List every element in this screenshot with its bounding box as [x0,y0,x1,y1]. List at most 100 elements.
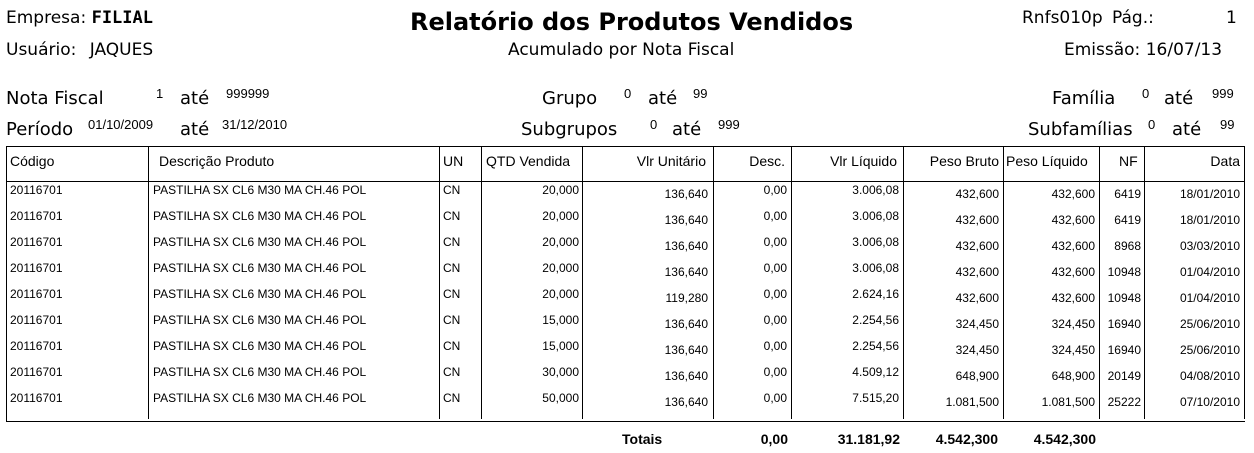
grupo-label: Grupo [542,88,598,109]
grupo-ate: até [648,88,678,109]
cell-desc: 0,00 [763,235,787,249]
cell-vlr-unitario: 119,280 [665,291,709,305]
cell-un: CN [443,261,461,275]
cell-nf: 16940 [1107,317,1141,331]
cell-peso-bruto: 432,600 [955,213,999,227]
cell-nf: 16940 [1107,343,1141,357]
cell-un: CN [443,209,461,223]
cell-nf: 6419 [1114,187,1141,201]
empresa-label: Empresa: [6,8,87,28]
col-divider [1144,147,1245,419]
cell-nf: 10948 [1107,291,1141,305]
cell-vlr-liquido: 3.006,08 [852,235,899,249]
cell-nf: 20149 [1107,369,1141,383]
cell-descricao: PASTILHA SX CL6 M30 MA CH.46 POL [153,261,367,275]
cell-desc: 0,00 [763,365,787,379]
header-divider [7,181,1245,182]
cell-data: 25/06/2010 [1179,317,1240,331]
cell-un: CN [443,235,461,249]
cell-desc: 0,00 [763,313,787,327]
cell-descricao: PASTILHA SX CL6 M30 MA CH.46 POL [153,183,367,197]
cell-desc: 0,00 [763,183,787,197]
cell-peso-liquido: 432,600 [1051,291,1095,305]
cell-peso-liquido: 432,600 [1051,239,1095,253]
cell-codigo: 20116701 [10,391,63,405]
cell-data: 01/04/2010 [1179,291,1240,305]
cell-vlr-unitario: 136,640 [664,395,708,409]
th-vlr-unitario: Vlr Unitário [636,153,706,169]
cell-data: 18/01/2010 [1179,213,1240,227]
cell-vlr-unitario: 136,640 [664,213,708,227]
col-divider [148,147,440,419]
cell-codigo: 20116701 [10,287,63,301]
totals-peso-bruto: 4.542,300 [935,431,998,447]
cell-peso-liquido: 432,600 [1051,265,1095,279]
totals-label: Totais [622,431,663,447]
th-data: Data [1210,153,1240,169]
periodo-to: 31/12/2010 [222,117,288,132]
cell-vlr-unitario: 136,640 [664,317,708,331]
grupo-from: 0 [624,86,632,101]
table-row: 20116701 PASTILHA SX CL6 M30 MA CH.46 POL… [7,259,1245,285]
products-table: Código Descrição Produto UN QTD Vendida … [6,146,1245,422]
cell-qtd: 20,000 [542,287,579,301]
cell-peso-bruto: 1.081,500 [945,395,999,409]
cell-qtd: 15,000 [542,339,579,353]
cell-codigo: 20116701 [10,261,63,275]
cell-peso-bruto: 432,600 [955,291,999,305]
periodo-ate: até [180,119,210,140]
cell-peso-liquido: 432,600 [1051,213,1095,227]
cell-vlr-liquido: 2.624,16 [852,287,899,301]
cell-vlr-unitario: 136,640 [664,239,708,253]
cell-data: 04/08/2010 [1179,369,1240,383]
usuario-value: JAQUES [89,40,154,60]
cell-un: CN [443,365,461,379]
periodo-from: 01/10/2009 [88,117,154,132]
cell-descricao: PASTILHA SX CL6 M30 MA CH.46 POL [153,365,367,379]
cell-qtd: 20,000 [542,183,579,197]
th-un: UN [443,153,464,169]
table-row: 20116701 PASTILHA SX CL6 M30 MA CH.46 POL… [7,389,1245,415]
table-row: 20116701 PASTILHA SX CL6 M30 MA CH.46 POL… [7,285,1245,311]
col-divider [481,147,583,419]
cell-codigo: 20116701 [10,365,63,379]
cell-desc: 0,00 [763,339,787,353]
cell-qtd: 15,000 [542,313,579,327]
usuario-label: Usuário: [6,40,77,60]
cell-codigo: 20116701 [10,313,63,327]
cell-peso-bruto: 432,600 [955,187,999,201]
subgrupos-from: 0 [650,117,658,132]
cell-vlr-liquido: 2.254,56 [852,339,899,353]
cell-vlr-unitario: 136,640 [664,265,708,279]
cell-descricao: PASTILHA SX CL6 M30 MA CH.46 POL [153,209,367,223]
familia-label: Família [1052,88,1116,109]
subgrupos-ate: até [672,119,702,140]
report-subtitle: Acumulado por Nota Fiscal [508,40,735,60]
subfamilias-to: 99 [1220,117,1235,132]
totals-vlr-liquido: 31.181,92 [837,431,900,447]
cell-qtd: 20,000 [542,209,579,223]
cell-descricao: PASTILHA SX CL6 M30 MA CH.46 POL [153,313,367,327]
cell-peso-bruto: 432,600 [955,265,999,279]
cell-un: CN [443,313,461,327]
totals-peso-liquido: 4.542,300 [1033,431,1096,447]
cell-qtd: 20,000 [542,235,579,249]
cell-data: 25/06/2010 [1179,343,1240,357]
cell-codigo: 20116701 [10,235,63,249]
cell-vlr-unitario: 136,640 [664,343,708,357]
cell-data: 01/04/2010 [1179,265,1240,279]
program-code: Rnfs010p [1022,8,1103,28]
subgrupos-to: 999 [718,117,740,132]
nota-fiscal-from: 1 [156,86,164,101]
usuario: Usuário: JAQUES [6,40,153,60]
cell-peso-bruto: 324,450 [955,317,999,331]
subfamilias-label: Subfamílias [1028,119,1133,140]
cell-vlr-liquido: 4.509,12 [852,365,899,379]
table-row: 20116701 PASTILHA SX CL6 M30 MA CH.46 POL… [7,363,1245,389]
cell-desc: 0,00 [763,209,787,223]
th-nf: NF [1119,153,1138,169]
cell-peso-liquido: 1.081,500 [1041,395,1095,409]
cell-qtd: 30,000 [542,365,579,379]
page-number: 1 [1226,8,1237,28]
report-title: Relatório dos Produtos Vendidos [410,8,854,36]
